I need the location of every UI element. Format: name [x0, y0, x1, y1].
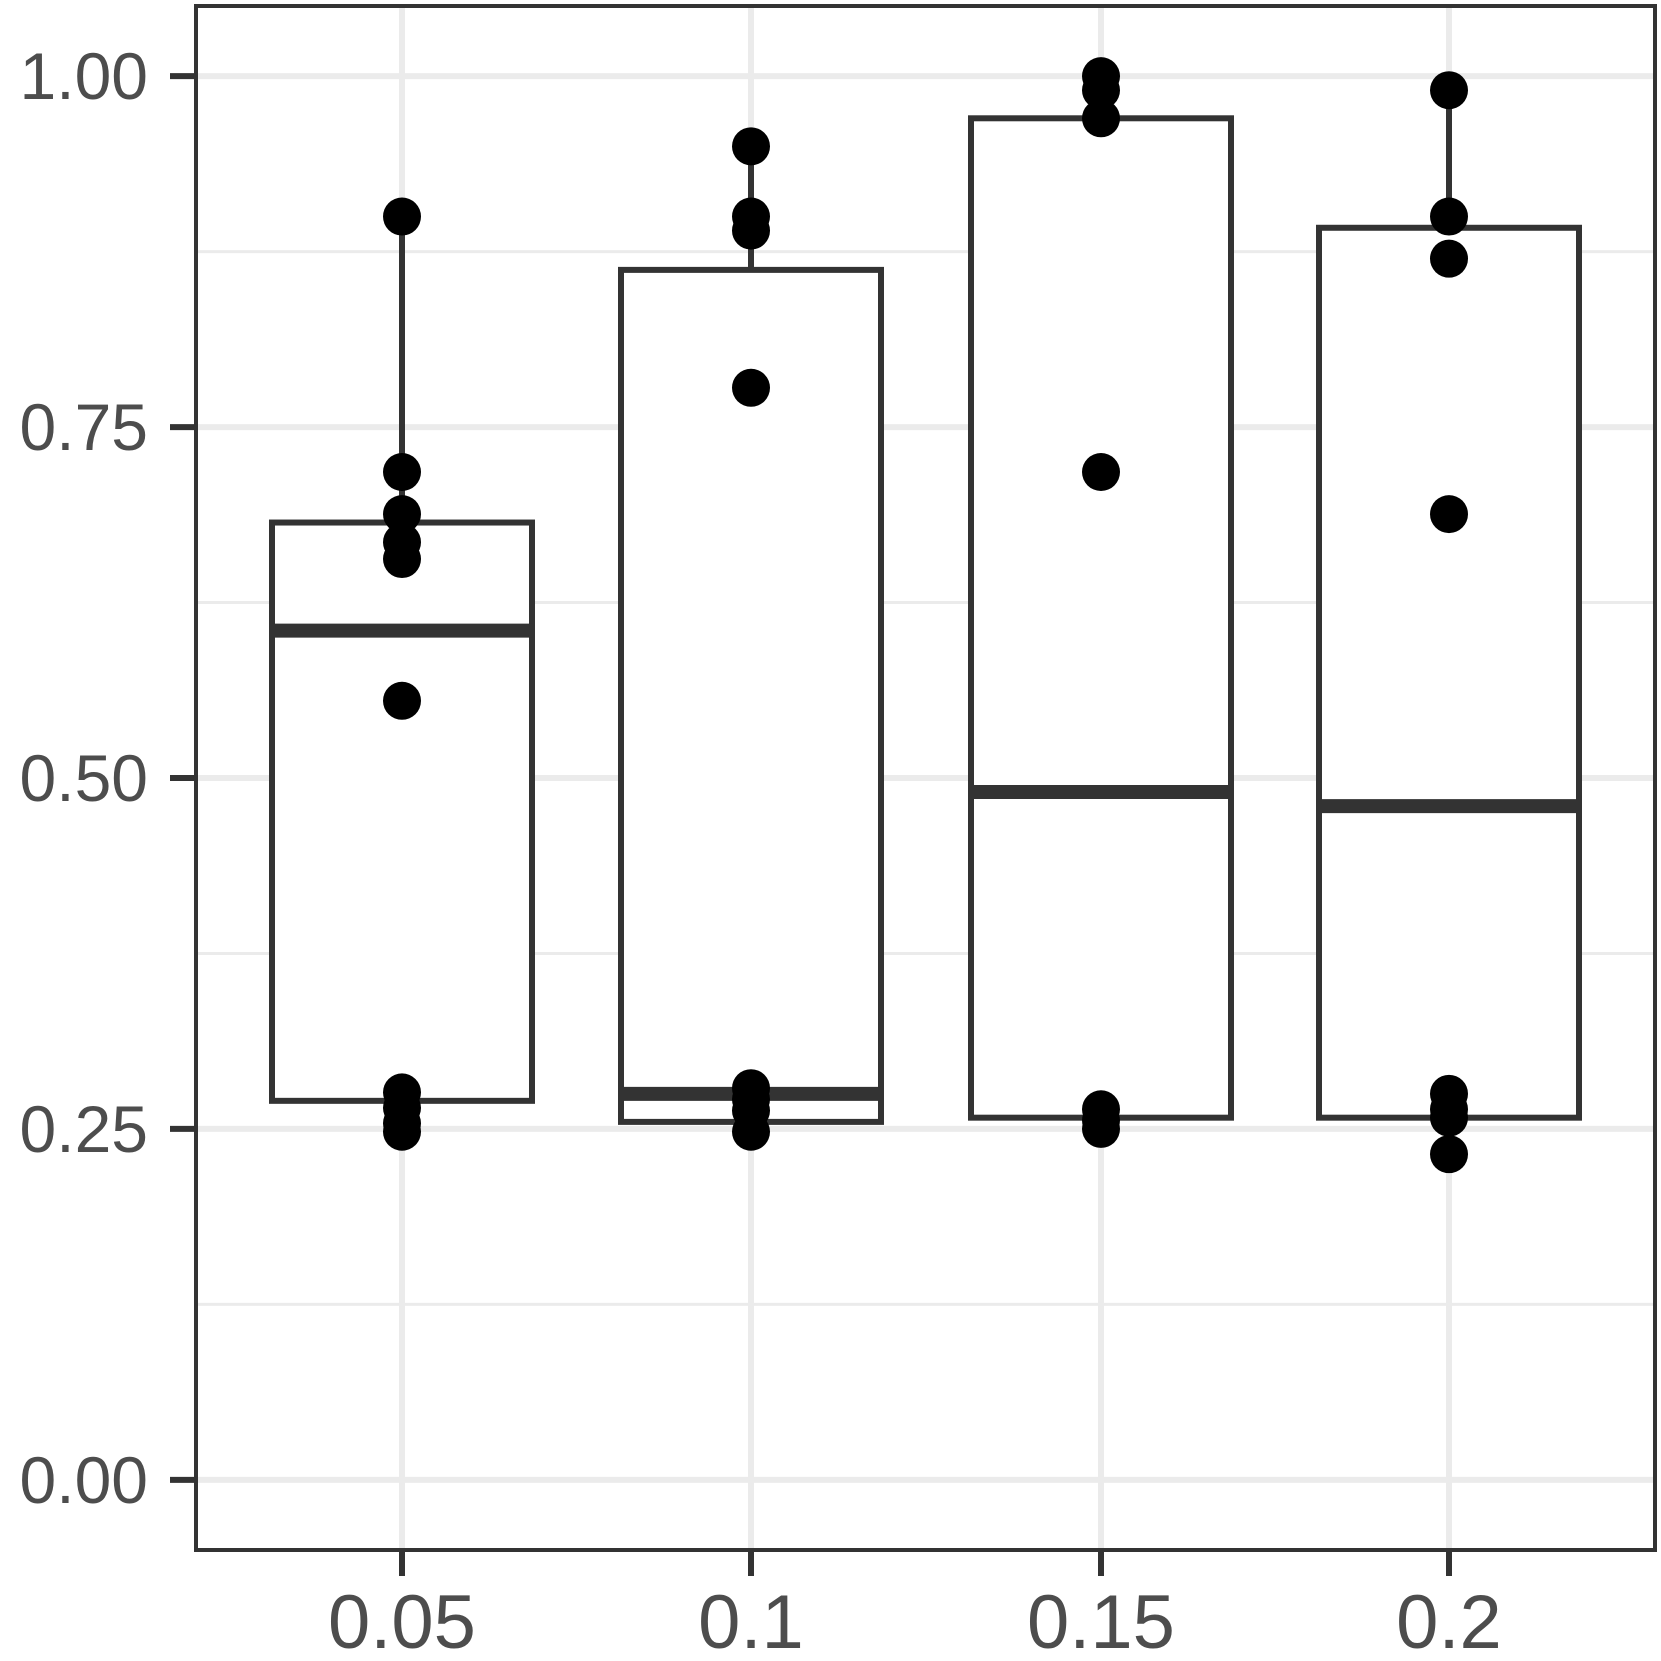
data-point: [732, 1112, 770, 1151]
axes: 0.00 0.25 0.50 0.75 1.00 0.05 0.1 0.15 0.2: [20, 39, 1502, 1661]
data-point: [383, 1112, 421, 1151]
data-point: [1430, 239, 1468, 278]
data-point: [732, 368, 770, 407]
data-point: [1430, 1135, 1468, 1174]
y-tick-label: 0.75: [20, 390, 148, 464]
data-point: [383, 453, 421, 492]
y-tick-label: 0.25: [20, 1092, 148, 1166]
data-point: [1430, 197, 1468, 236]
data-point: [1082, 1109, 1120, 1148]
data-point: [383, 540, 421, 579]
y-tick-label: 1.00: [20, 39, 148, 113]
data-point: [1430, 495, 1468, 534]
y-tick-label: 0.50: [20, 741, 148, 815]
data-point: [1082, 71, 1120, 110]
x-tick-label: 0.15: [1027, 1580, 1175, 1661]
data-point: [383, 495, 421, 534]
box-group: [269, 76, 1582, 1155]
data-point: [732, 127, 770, 166]
box-body: [269, 519, 535, 1104]
x-tick-label: 0.2: [1396, 1580, 1502, 1661]
data-points: [383, 57, 1468, 1174]
x-tick-label: 0.1: [698, 1580, 804, 1661]
data-point: [1430, 71, 1468, 110]
box-body: [1316, 224, 1582, 1121]
data-point: [1430, 1098, 1468, 1137]
data-point: [1082, 453, 1120, 492]
x-tick-label: 0.05: [328, 1580, 476, 1661]
data-point: [383, 681, 421, 720]
y-tick-label: 0.00: [20, 1443, 148, 1517]
data-point: [732, 211, 770, 250]
data-point: [1082, 99, 1120, 138]
box-body: [968, 115, 1234, 1121]
box-body: [618, 266, 884, 1125]
data-point: [383, 197, 421, 236]
